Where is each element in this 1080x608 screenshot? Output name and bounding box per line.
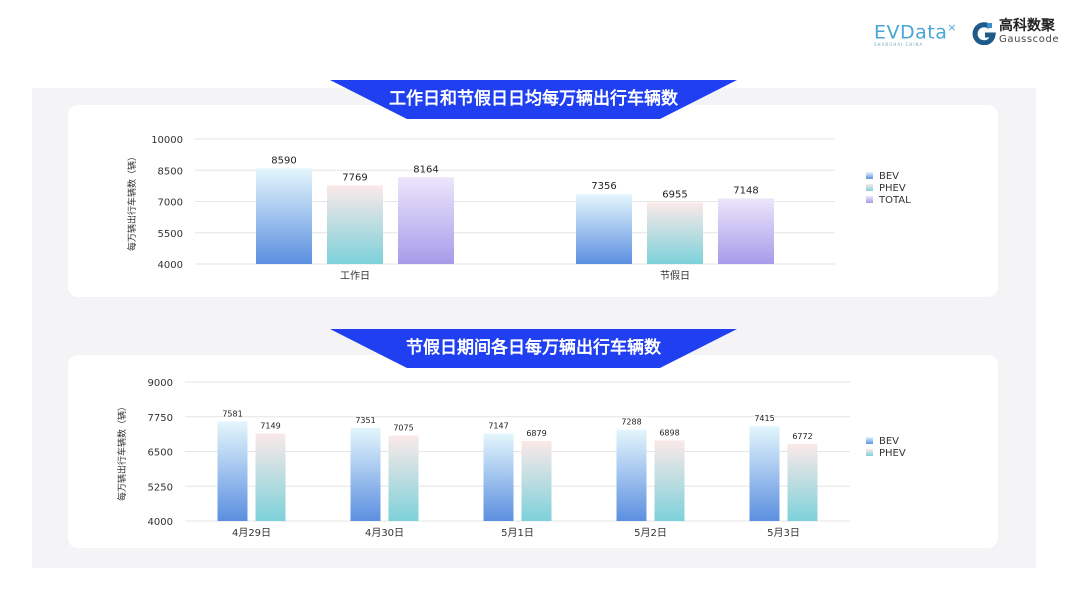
- bar-phev: [327, 185, 383, 264]
- data-label: 7148: [733, 185, 758, 196]
- y-tick-label: 5250: [148, 482, 173, 493]
- x-tick-label: 5月2日: [634, 527, 667, 539]
- legend-label: BEV: [879, 436, 899, 447]
- chart-1-title-banner: 工作日和节假日日均每万辆出行车辆数: [330, 80, 737, 119]
- data-label: 7075: [393, 424, 413, 433]
- x-tick-label: 5月1日: [501, 527, 534, 539]
- y-tick-label: 6500: [148, 448, 173, 459]
- bar-total: [718, 198, 774, 264]
- chart-2-title-banner: 节假日期间各日每万辆出行车辆数: [330, 329, 737, 368]
- data-label: 7415: [754, 414, 774, 423]
- bar-bev: [576, 194, 632, 264]
- data-label: 7356: [591, 181, 616, 192]
- y-tick-label: 5500: [158, 229, 183, 240]
- bar-bev: [350, 427, 381, 521]
- y-tick-label: 9000: [148, 378, 173, 389]
- y-tick-label: 4000: [148, 517, 173, 528]
- evdata-logo: EVData× SHANGHAI CHINA: [874, 21, 958, 48]
- x-tick-label: 4月29日: [232, 527, 271, 539]
- data-label: 7147: [488, 422, 508, 431]
- bar-bev: [483, 433, 514, 521]
- data-label: 6772: [792, 432, 812, 441]
- data-label: 7149: [260, 421, 280, 430]
- chart-1-title: 工作日和节假日日均每万辆出行车辆数: [389, 89, 678, 109]
- legend-swatch: [866, 449, 873, 456]
- y-axis-label: 每万辆出行车辆数（辆）: [126, 152, 138, 251]
- data-label: 8590: [271, 155, 296, 166]
- legend-label: PHEV: [879, 183, 906, 194]
- x-tick-label: 节假日: [660, 269, 690, 282]
- y-axis-label: 每万辆出行车辆数（辆）: [116, 402, 128, 501]
- bar-bev: [256, 168, 312, 264]
- x-tick-label: 5月3日: [767, 527, 800, 539]
- legend-swatch: [866, 184, 873, 191]
- data-label: 6955: [662, 189, 687, 200]
- x-tick-label: 4月30日: [365, 527, 404, 539]
- legend-swatch: [866, 437, 873, 444]
- x-tick-label: 工作日: [340, 270, 370, 282]
- y-tick-label: 8500: [158, 166, 183, 177]
- y-tick-label: 7750: [148, 413, 173, 424]
- y-tick-label: 7000: [158, 198, 183, 209]
- bar-bev: [616, 429, 647, 521]
- gausscode-logo-icon: [972, 22, 996, 45]
- bar-phev: [654, 440, 685, 521]
- bar-phev: [388, 435, 419, 521]
- y-tick-label: 4000: [158, 260, 183, 271]
- bar-bev: [749, 426, 780, 521]
- gausscode-logo: 高科数聚 Gausscode: [972, 19, 1059, 46]
- bar-bev: [217, 421, 248, 521]
- data-label: 7581: [222, 409, 242, 418]
- data-label: 6879: [526, 429, 546, 438]
- data-label: 7288: [621, 418, 641, 427]
- legend-swatch: [866, 196, 873, 203]
- legend-label: BEV: [879, 171, 899, 182]
- bar-phev: [647, 202, 703, 264]
- data-label: 6898: [659, 428, 679, 437]
- bar-phev: [787, 443, 818, 521]
- bar-phev: [521, 440, 552, 521]
- bar-total: [398, 177, 454, 264]
- legend-label: PHEV: [879, 448, 906, 459]
- legend-swatch: [866, 172, 873, 179]
- bar-phev: [255, 433, 286, 521]
- data-label: 8164: [413, 164, 438, 175]
- y-tick-label: 10000: [151, 135, 183, 146]
- data-label: 7769: [342, 172, 367, 183]
- chart-2-title: 节假日期间各日每万辆出行车辆数: [406, 338, 661, 358]
- data-label: 7351: [355, 416, 375, 425]
- legend-label: TOTAL: [878, 195, 911, 206]
